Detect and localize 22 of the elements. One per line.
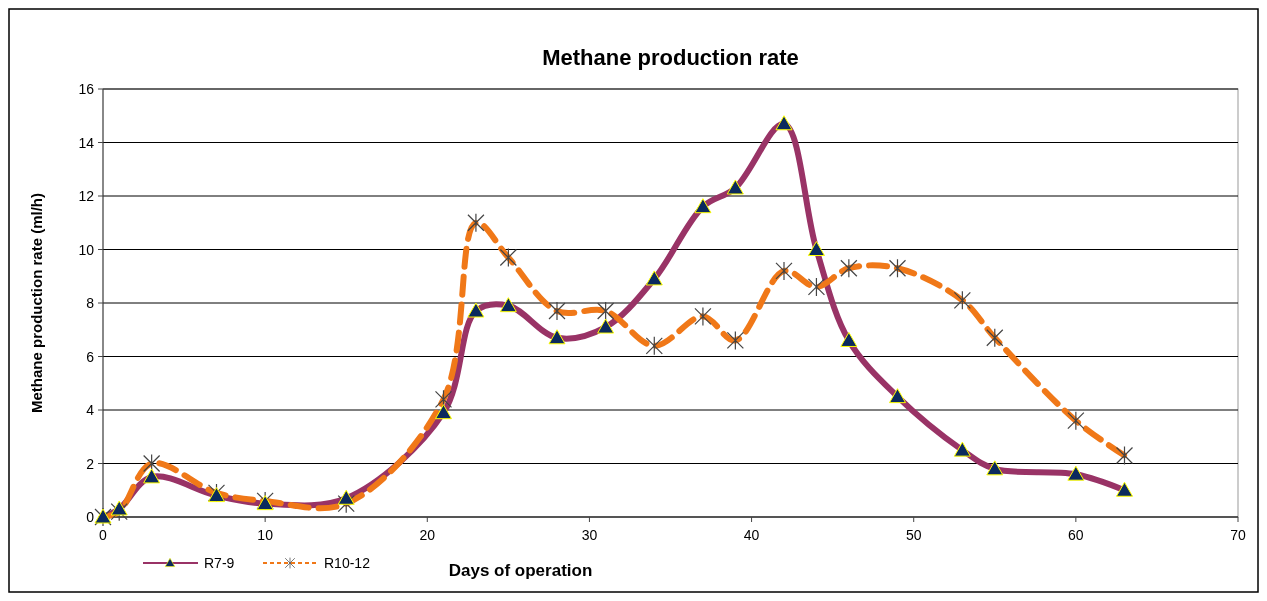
y-tick-label: 0 [86,509,95,525]
legend-label: R7-9 [204,555,235,571]
x-tick-label: 40 [743,527,760,543]
chart-title: Methane production rate [542,45,799,70]
y-tick-label: 4 [86,402,95,418]
x-tick-label: 10 [257,527,274,543]
x-tick-label: 50 [905,527,922,543]
y-axis-title: Methane production rate (ml/h) [28,192,45,414]
x-axis-title: Days of operation [448,561,593,580]
y-tick-label: 14 [78,134,95,151]
x-tick-label: 0 [99,527,108,543]
y-tick-label: 8 [86,295,95,311]
x-tick-label: 60 [1068,527,1084,543]
x-tick-label: 30 [581,527,598,543]
y-tick-label: 2 [86,455,95,472]
x-tick-label: 20 [419,527,436,543]
y-tick-label: 12 [78,188,95,204]
y-tick-label: 16 [78,81,95,97]
x-tick-label: 70 [1230,527,1246,543]
legend-label: R10-12 [324,555,371,571]
y-tick-label: 6 [86,348,95,365]
y-tick-label: 10 [78,241,95,258]
